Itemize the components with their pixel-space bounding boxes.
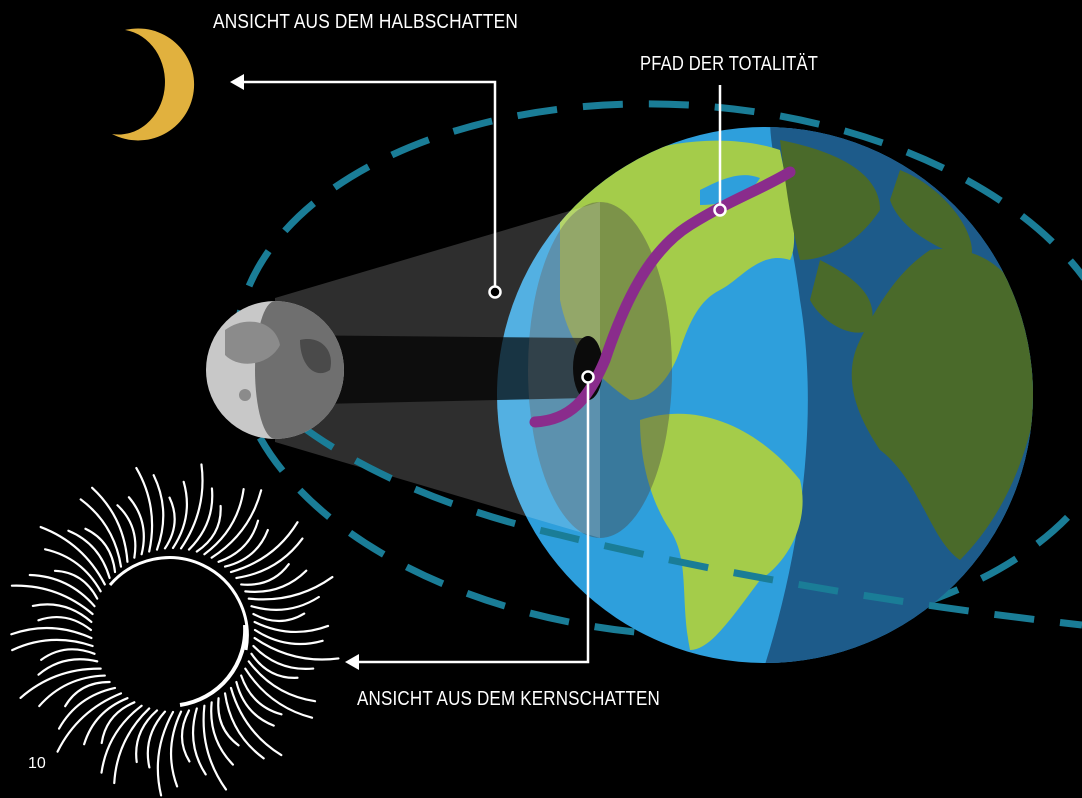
corona-ray	[127, 496, 145, 556]
corona-ray	[210, 701, 235, 766]
corona-ray	[252, 644, 315, 671]
corona-ray	[113, 707, 151, 785]
callout-dot	[488, 285, 502, 299]
corona-ray	[53, 569, 99, 600]
callout-dot	[713, 203, 727, 217]
totality-path	[529, 166, 796, 428]
corona-ray	[146, 710, 167, 769]
corona-ray	[67, 529, 111, 580]
corona-ray	[83, 697, 129, 746]
corona-ray	[44, 548, 102, 593]
corona-ray	[217, 519, 260, 563]
corona-ray	[84, 527, 117, 574]
umbra-cone	[275, 335, 588, 405]
arrow-head	[345, 654, 359, 670]
corona-ray	[229, 521, 299, 574]
corona-ray	[56, 692, 123, 753]
corona-ray	[169, 710, 183, 788]
corona-ray	[79, 498, 123, 568]
corona-ray	[253, 620, 330, 634]
umbra-callout	[355, 377, 590, 664]
corona-ray	[180, 709, 191, 763]
corona-ray	[11, 638, 94, 652]
corona-ray	[223, 692, 265, 760]
corona-ray	[163, 496, 176, 550]
totality-label: PFAD DER TOTALITÄT	[640, 53, 818, 75]
corona-ray	[28, 573, 96, 608]
corona-ray	[57, 686, 117, 730]
corona-ray	[210, 489, 263, 559]
corona-ray	[240, 563, 290, 586]
corona-ray	[31, 603, 93, 624]
corona-ray	[235, 680, 275, 727]
corona-ray	[253, 636, 340, 661]
corona-ray	[135, 709, 159, 764]
corona-ray	[191, 707, 207, 776]
corona-ray	[247, 575, 334, 601]
corona-ray	[247, 660, 317, 703]
corona-ray	[195, 504, 222, 553]
corona-ray	[250, 652, 299, 679]
corona-ray	[100, 704, 143, 774]
corona-ray	[253, 628, 324, 646]
umbra-label: ANSICHT AUS DEM KERNSCHATTEN	[357, 688, 660, 710]
corona-ray	[179, 463, 204, 550]
corona-ray	[252, 612, 306, 623]
penumbra-label: ANSICHT AUS DEM HALBSCHATTEN	[213, 11, 518, 33]
moon-orbit-front	[297, 422, 1082, 629]
corona-ray	[250, 595, 320, 611]
corona-ray	[40, 648, 96, 661]
corona-ray	[64, 680, 111, 708]
corona-ray	[135, 466, 154, 553]
arrow-head	[230, 74, 244, 90]
corona-ray	[19, 667, 102, 699]
corona-ray	[91, 486, 129, 563]
corona-ray	[223, 528, 269, 568]
corona-ray	[229, 686, 283, 757]
corona-ring	[108, 556, 249, 651]
callout-dot	[581, 370, 595, 384]
corona-ray	[38, 674, 106, 708]
corona-ring	[179, 624, 248, 707]
corona-ray	[203, 488, 245, 556]
corona-ray	[156, 710, 175, 797]
corona-ray	[37, 658, 99, 676]
eclipsed-sun	[93, 550, 253, 710]
corona-ray	[187, 487, 214, 551]
corona-ray	[217, 697, 240, 747]
corona-ray	[10, 626, 93, 640]
corona-ray	[39, 525, 106, 586]
corona-ray	[116, 504, 137, 559]
penumbra-callout	[240, 80, 497, 292]
corona-ray	[202, 704, 228, 791]
corona-ray	[244, 569, 308, 593]
moon	[206, 301, 344, 439]
corona-ray	[240, 674, 283, 716]
corona-ray	[235, 537, 304, 580]
corona	[10, 463, 340, 797]
corona-ray	[10, 584, 94, 616]
corona-ray	[171, 480, 189, 550]
page-number: 10	[28, 755, 46, 772]
corona-ray	[152, 474, 165, 551]
corona-ray	[100, 701, 136, 745]
corona-ray	[244, 667, 314, 719]
crescent-moon	[112, 28, 195, 141]
corona-ray	[37, 616, 93, 632]
